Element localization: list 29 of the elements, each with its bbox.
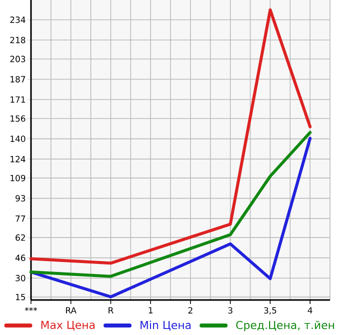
y-tick-label: 234 xyxy=(10,16,26,23)
y-tick-label: 203 xyxy=(10,56,26,62)
y-tick-label: 62 xyxy=(16,234,25,241)
y-tick-label: 109 xyxy=(10,174,26,182)
y-tick-label: 124 xyxy=(10,156,26,162)
y-tick-label: 156 xyxy=(10,115,26,122)
y-tick-label: 218 xyxy=(10,36,26,44)
y-tick-label: 46 xyxy=(15,254,26,262)
x-tick-label: RA xyxy=(66,307,76,314)
x-tick-label: *** xyxy=(24,307,38,312)
x-tick-label: 3,5 xyxy=(264,307,276,314)
y-tick-label: 140 xyxy=(10,136,26,142)
y-tick-label: 93 xyxy=(16,195,26,202)
x-tick-label: 1 xyxy=(148,307,153,314)
line-series xyxy=(30,130,312,278)
x-tick-label: 4 xyxy=(308,307,312,314)
x-tick-label: 2 xyxy=(188,307,192,314)
legend-label: Сред.Цена, т.йен xyxy=(236,320,334,332)
legend-label: Max Цена xyxy=(41,320,95,331)
y-tick-label: 30 xyxy=(16,274,26,282)
y-tick-label: 15 xyxy=(16,294,26,300)
x-tick-label: R xyxy=(108,307,114,314)
x-tick-label: 3 xyxy=(228,307,232,314)
line-series xyxy=(30,8,312,265)
y-tick-label: 187 xyxy=(10,76,26,82)
legend-label: Min Цена xyxy=(140,320,191,331)
y-tick-label: 171 xyxy=(10,96,26,103)
line-series xyxy=(30,136,312,298)
y-tick-label: 77 xyxy=(16,215,26,222)
